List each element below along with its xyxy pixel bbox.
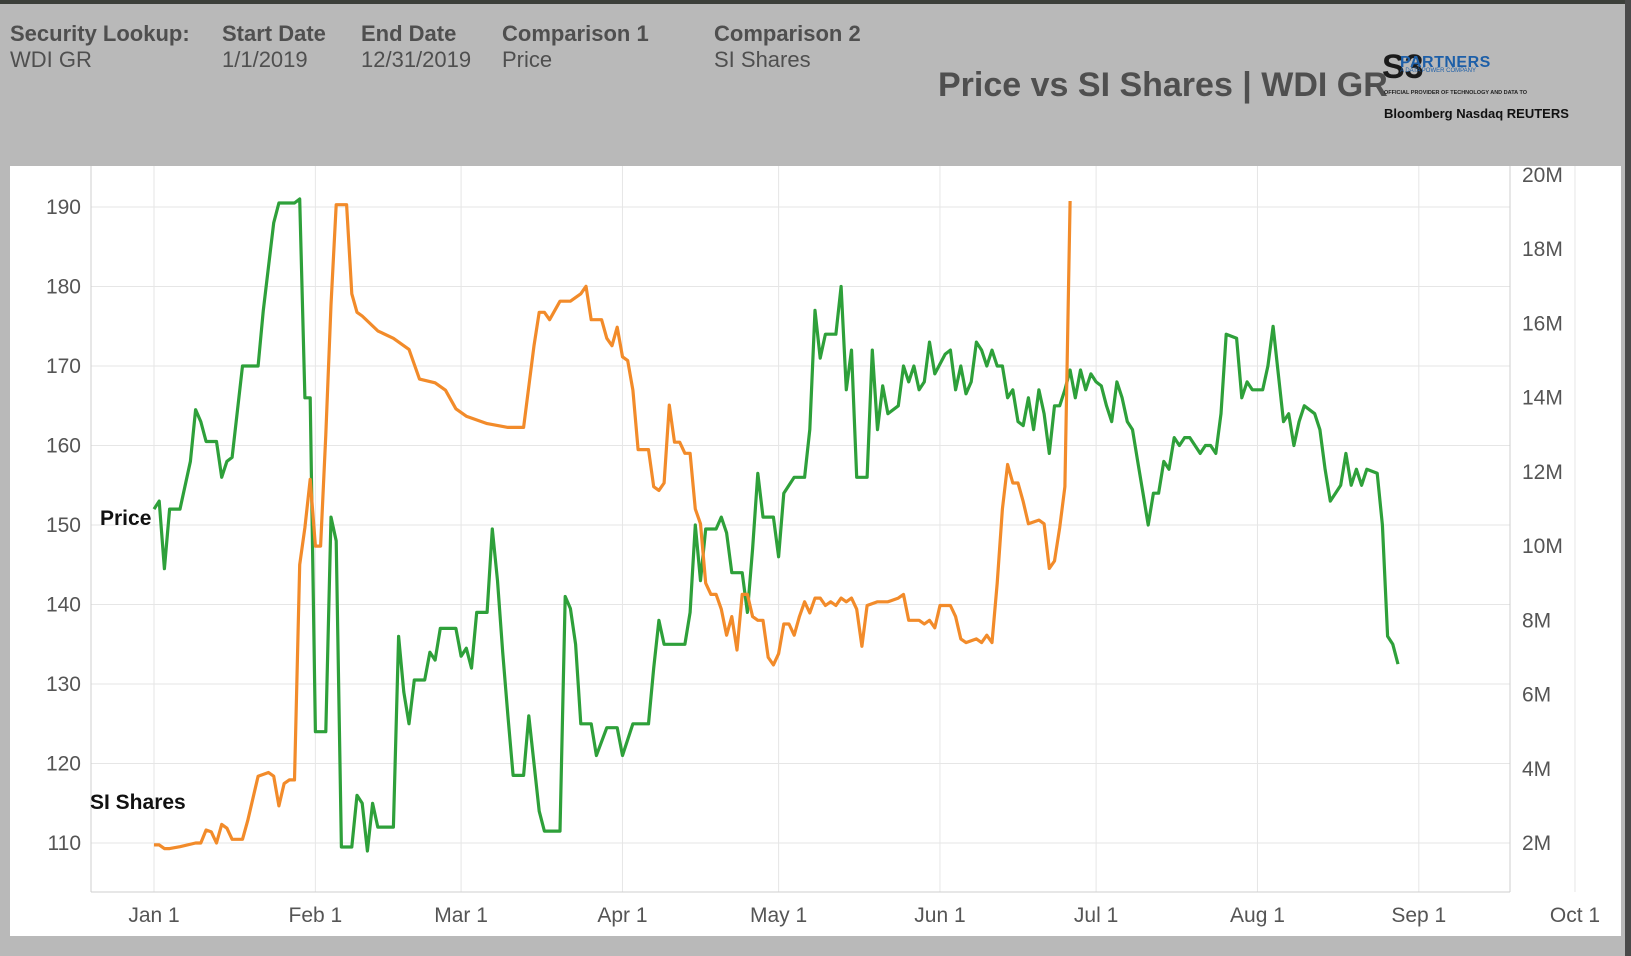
- y-left-tick-label: 130: [46, 673, 81, 696]
- comparison1-field[interactable]: Comparison 1 Price: [502, 21, 649, 73]
- logo-providers: Bloomberg Nasdaq REUTERS: [1384, 106, 1569, 121]
- price-series-label: Price: [100, 507, 151, 530]
- y-right-tick-label: 14M: [1522, 387, 1563, 410]
- security-lookup-label: Security Lookup:: [10, 21, 190, 46]
- start-date-field[interactable]: Start Date 1/1/2019: [222, 21, 326, 73]
- right-border: [1625, 0, 1631, 956]
- y-left-tick-label: 160: [46, 435, 81, 458]
- x-tick-label: Feb 1: [289, 904, 343, 927]
- s3-partners-logo: S3 PARTNERS A DATA POWER COMPANY OFFICIA…: [1382, 50, 1622, 130]
- x-tick-label: Apr 1: [597, 904, 647, 927]
- y-left-tick-label: 190: [46, 196, 81, 219]
- si-shares-series-label: SI Shares: [90, 791, 186, 814]
- y-right-tick-label: 10M: [1522, 535, 1563, 558]
- chart-panel: Jan 1 Feb 1 Mar 1 Apr 1 May 1 Jun 1 Jul 1 Aug 1…: [10, 164, 1621, 936]
- y-right-tick-label: 20M: [1522, 166, 1563, 187]
- x-tick-label: May 1: [750, 904, 807, 927]
- x-tick-label: Jan 1: [128, 904, 179, 927]
- y-right-tick-label: 18M: [1522, 238, 1563, 261]
- comparison1-label: Comparison 1: [502, 21, 649, 46]
- y-right-tick-label: 2M: [1522, 832, 1551, 855]
- y-left-tick-label: 120: [46, 753, 81, 776]
- x-tick-label: Jul 1: [1074, 904, 1118, 927]
- end-date-field[interactable]: End Date 12/31/2019: [361, 21, 471, 73]
- logo-brand-text: PARTNERS: [1400, 54, 1491, 71]
- y-right-tick-label: 8M: [1522, 609, 1551, 632]
- comparison2-field[interactable]: Comparison 2 SI Shares: [714, 21, 861, 73]
- y-right-tick-label: 6M: [1522, 684, 1551, 707]
- comparison1-value[interactable]: Price: [502, 47, 553, 72]
- logo-tagline: A DATA POWER COMPANY: [1400, 68, 1477, 74]
- s3-logo-mark: S3: [1382, 48, 1424, 86]
- gridlines: [91, 166, 1576, 892]
- end-date-value[interactable]: 12/31/2019: [361, 47, 472, 72]
- y-left-tick-label: 150: [46, 514, 81, 537]
- y-right-tick-label: 4M: [1522, 758, 1551, 781]
- series-labels: Price SI Shares: [90, 507, 186, 814]
- start-date-value[interactable]: 1/1/2019: [222, 47, 308, 72]
- series-group: [152, 197, 1400, 853]
- chart-title: Price vs SI Shares | WDI GR: [938, 66, 1388, 104]
- x-tick-label: Jun 1: [914, 904, 965, 927]
- y-right-tick-label: 12M: [1522, 461, 1563, 484]
- x-tick-label: Sep 1: [1391, 904, 1446, 927]
- end-date-label: End Date: [361, 21, 457, 46]
- comparison2-label: Comparison 2: [714, 21, 861, 46]
- y-left-tick-label: 110: [48, 832, 81, 855]
- y-left-tick-label: 180: [46, 276, 81, 299]
- logo-official-text: OFFICIAL PROVIDER OF TECHNOLOGY AND DATA…: [1384, 90, 1528, 96]
- y-right-tick-label: 16M: [1522, 312, 1563, 335]
- x-tick-label: Aug 1: [1230, 904, 1285, 927]
- y-left-tick-label: 140: [46, 594, 81, 617]
- x-tick-label: Oct 1: [1550, 904, 1600, 927]
- axes: Jan 1 Feb 1 Mar 1 Apr 1 May 1 Jun 1 Jul 1 Aug 1…: [46, 164, 1600, 927]
- si-shares-line: [154, 200, 1072, 851]
- security-lookup-field[interactable]: Security Lookup: WDI GR: [10, 21, 190, 73]
- security-lookup-value[interactable]: WDI GR: [10, 47, 92, 72]
- y-left-tick-label: 170: [46, 355, 81, 378]
- start-date-label: Start Date: [222, 21, 326, 46]
- price-line: [152, 197, 1400, 853]
- x-tick-label: Mar 1: [434, 904, 488, 927]
- top-border: [0, 0, 1631, 4]
- price-si-chart: Jan 1 Feb 1 Mar 1 Apr 1 May 1 Jun 1 Jul 1 Aug 1…: [46, 164, 1600, 927]
- comparison2-value[interactable]: SI Shares: [714, 47, 811, 72]
